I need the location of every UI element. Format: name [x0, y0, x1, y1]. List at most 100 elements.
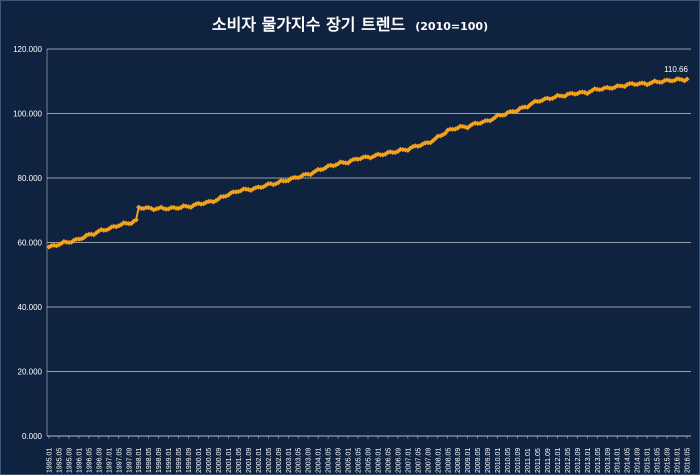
x-tick-label: 2005.09	[366, 448, 373, 473]
data-labels: 110.66	[664, 65, 688, 74]
x-tick-label: 2001.01	[226, 448, 233, 473]
data-point	[539, 97, 546, 103]
x-tick-label: 2005.01	[346, 448, 353, 473]
gridlines	[47, 48, 691, 437]
x-tick-label: 2016.01	[675, 448, 682, 473]
x-tick-label: 2015.01	[645, 448, 652, 473]
x-tick-label: 2013.05	[595, 448, 602, 473]
x-tick-label: 2006.05	[385, 448, 392, 473]
x-tick-label: 2012.05	[565, 448, 572, 473]
y-tick-label: 40.000	[18, 303, 43, 312]
data-point	[96, 228, 102, 234]
x-tick-label: 1997.09	[126, 448, 133, 473]
data-point	[547, 96, 553, 102]
x-tick-label: 2004.09	[336, 448, 343, 473]
y-tick-label: 80.000	[18, 174, 43, 183]
x-tick-label: 1995.09	[66, 448, 73, 473]
x-tick-label: 2007.09	[425, 448, 432, 473]
x-tick-label: 2000.05	[206, 448, 213, 473]
data-point	[442, 130, 448, 136]
x-tick-label: 2007.05	[415, 448, 422, 473]
data-point	[684, 76, 690, 82]
data-point	[61, 238, 67, 245]
data-point	[93, 230, 99, 236]
x-tick-label: 2002.05	[266, 448, 273, 473]
x-tick-label: 2003.09	[306, 448, 313, 473]
data-point	[91, 232, 97, 238]
x-tick-label: 1995.01	[47, 448, 54, 473]
x-tick-label: 2014.09	[635, 448, 642, 473]
x-tick-label: 2011.05	[535, 448, 542, 473]
x-tick-label: 2010.09	[515, 448, 522, 473]
y-tick-label: 100.000	[13, 110, 42, 119]
x-tick-label: 2010.05	[505, 448, 512, 473]
x-tick-label: 2003.01	[286, 448, 293, 473]
y-tick-label: 0.000	[22, 432, 43, 441]
data-point	[116, 223, 122, 229]
x-tick-label: 2009.01	[465, 448, 472, 473]
x-tick-label: 2014.05	[625, 448, 632, 473]
x-tick-label: 2007.01	[405, 448, 412, 473]
x-tick-label: 2010.01	[495, 448, 502, 473]
data-point	[674, 76, 680, 82]
data-point	[549, 95, 556, 101]
x-tick-label: 2001.09	[246, 448, 253, 473]
x-tick-label: 1999.01	[166, 448, 173, 473]
chart-title-subtitle: (2010=100)	[415, 20, 488, 33]
x-tick-label: 2009.05	[475, 448, 482, 473]
x-tick-label: 2011.09	[545, 448, 552, 473]
data-point	[627, 81, 633, 87]
data-point	[519, 104, 526, 110]
data-label-last: 110.66	[664, 65, 688, 74]
x-tick-label: 2001.05	[236, 448, 243, 473]
x-tick-label: 2015.09	[665, 448, 672, 473]
x-tick-label: 1999.05	[176, 448, 183, 473]
x-tick-label: 2014.01	[615, 448, 622, 473]
data-point	[594, 86, 600, 92]
x-tick-label: 1997.01	[106, 448, 113, 473]
x-tick-label: 2003.05	[296, 448, 303, 473]
data-point	[103, 227, 109, 233]
x-tick-label: 2008.09	[455, 448, 462, 473]
data-point	[133, 217, 139, 223]
data-point	[537, 98, 543, 104]
chart-title-main: 소비자 물가지수 장기 트렌드	[212, 15, 406, 34]
data-point	[78, 236, 84, 242]
x-tick-label: 2000.09	[216, 448, 223, 473]
x-tick-label: 2012.09	[575, 448, 582, 473]
data-point	[76, 236, 82, 242]
data-point	[639, 80, 645, 86]
x-tick-label: 2012.01	[555, 448, 562, 473]
x-tick-label: 2009.09	[485, 448, 492, 473]
x-tick-label: 2005.05	[356, 448, 363, 473]
y-axis: 0.000 20.000 40.000 60.000 80.000 100.000 120.…	[13, 45, 48, 441]
x-axis: 1995.01 1995.05 1995.09 1996.01 1996.05 1996.…	[47, 436, 692, 473]
data-point	[681, 78, 688, 84]
x-tick-label: 2006.01	[375, 448, 382, 473]
data-point	[106, 226, 112, 232]
x-tick-label: 2011.01	[525, 448, 532, 473]
y-tick-label: 120.000	[13, 45, 42, 54]
series-cpi	[46, 76, 690, 250]
x-tick-label: 2004.01	[316, 448, 323, 473]
data-point	[522, 104, 528, 110]
x-tick-label: 2008.01	[435, 448, 442, 473]
data-point	[113, 224, 119, 230]
x-tick-label: 1998.01	[136, 448, 143, 473]
x-tick-label: 2016.05	[685, 448, 692, 473]
data-point	[559, 93, 565, 99]
chart-title: 소비자 물가지수 장기 트렌드 (2010=100)	[212, 15, 488, 34]
data-point	[111, 223, 117, 229]
x-tick-label: 1998.09	[156, 448, 163, 473]
data-point	[574, 91, 580, 97]
x-tick-label: 1995.05	[56, 448, 63, 473]
x-tick-label: 1996.01	[76, 448, 83, 473]
y-tick-label: 20.000	[18, 368, 43, 377]
x-tick-label: 2013.01	[585, 448, 592, 473]
x-tick-label: 2015.05	[655, 448, 662, 473]
x-tick-label: 2004.05	[326, 448, 333, 473]
x-tick-label: 2013.09	[605, 448, 612, 473]
x-tick-label: 2002.01	[256, 448, 263, 473]
x-tick-label: 1997.05	[116, 448, 123, 473]
